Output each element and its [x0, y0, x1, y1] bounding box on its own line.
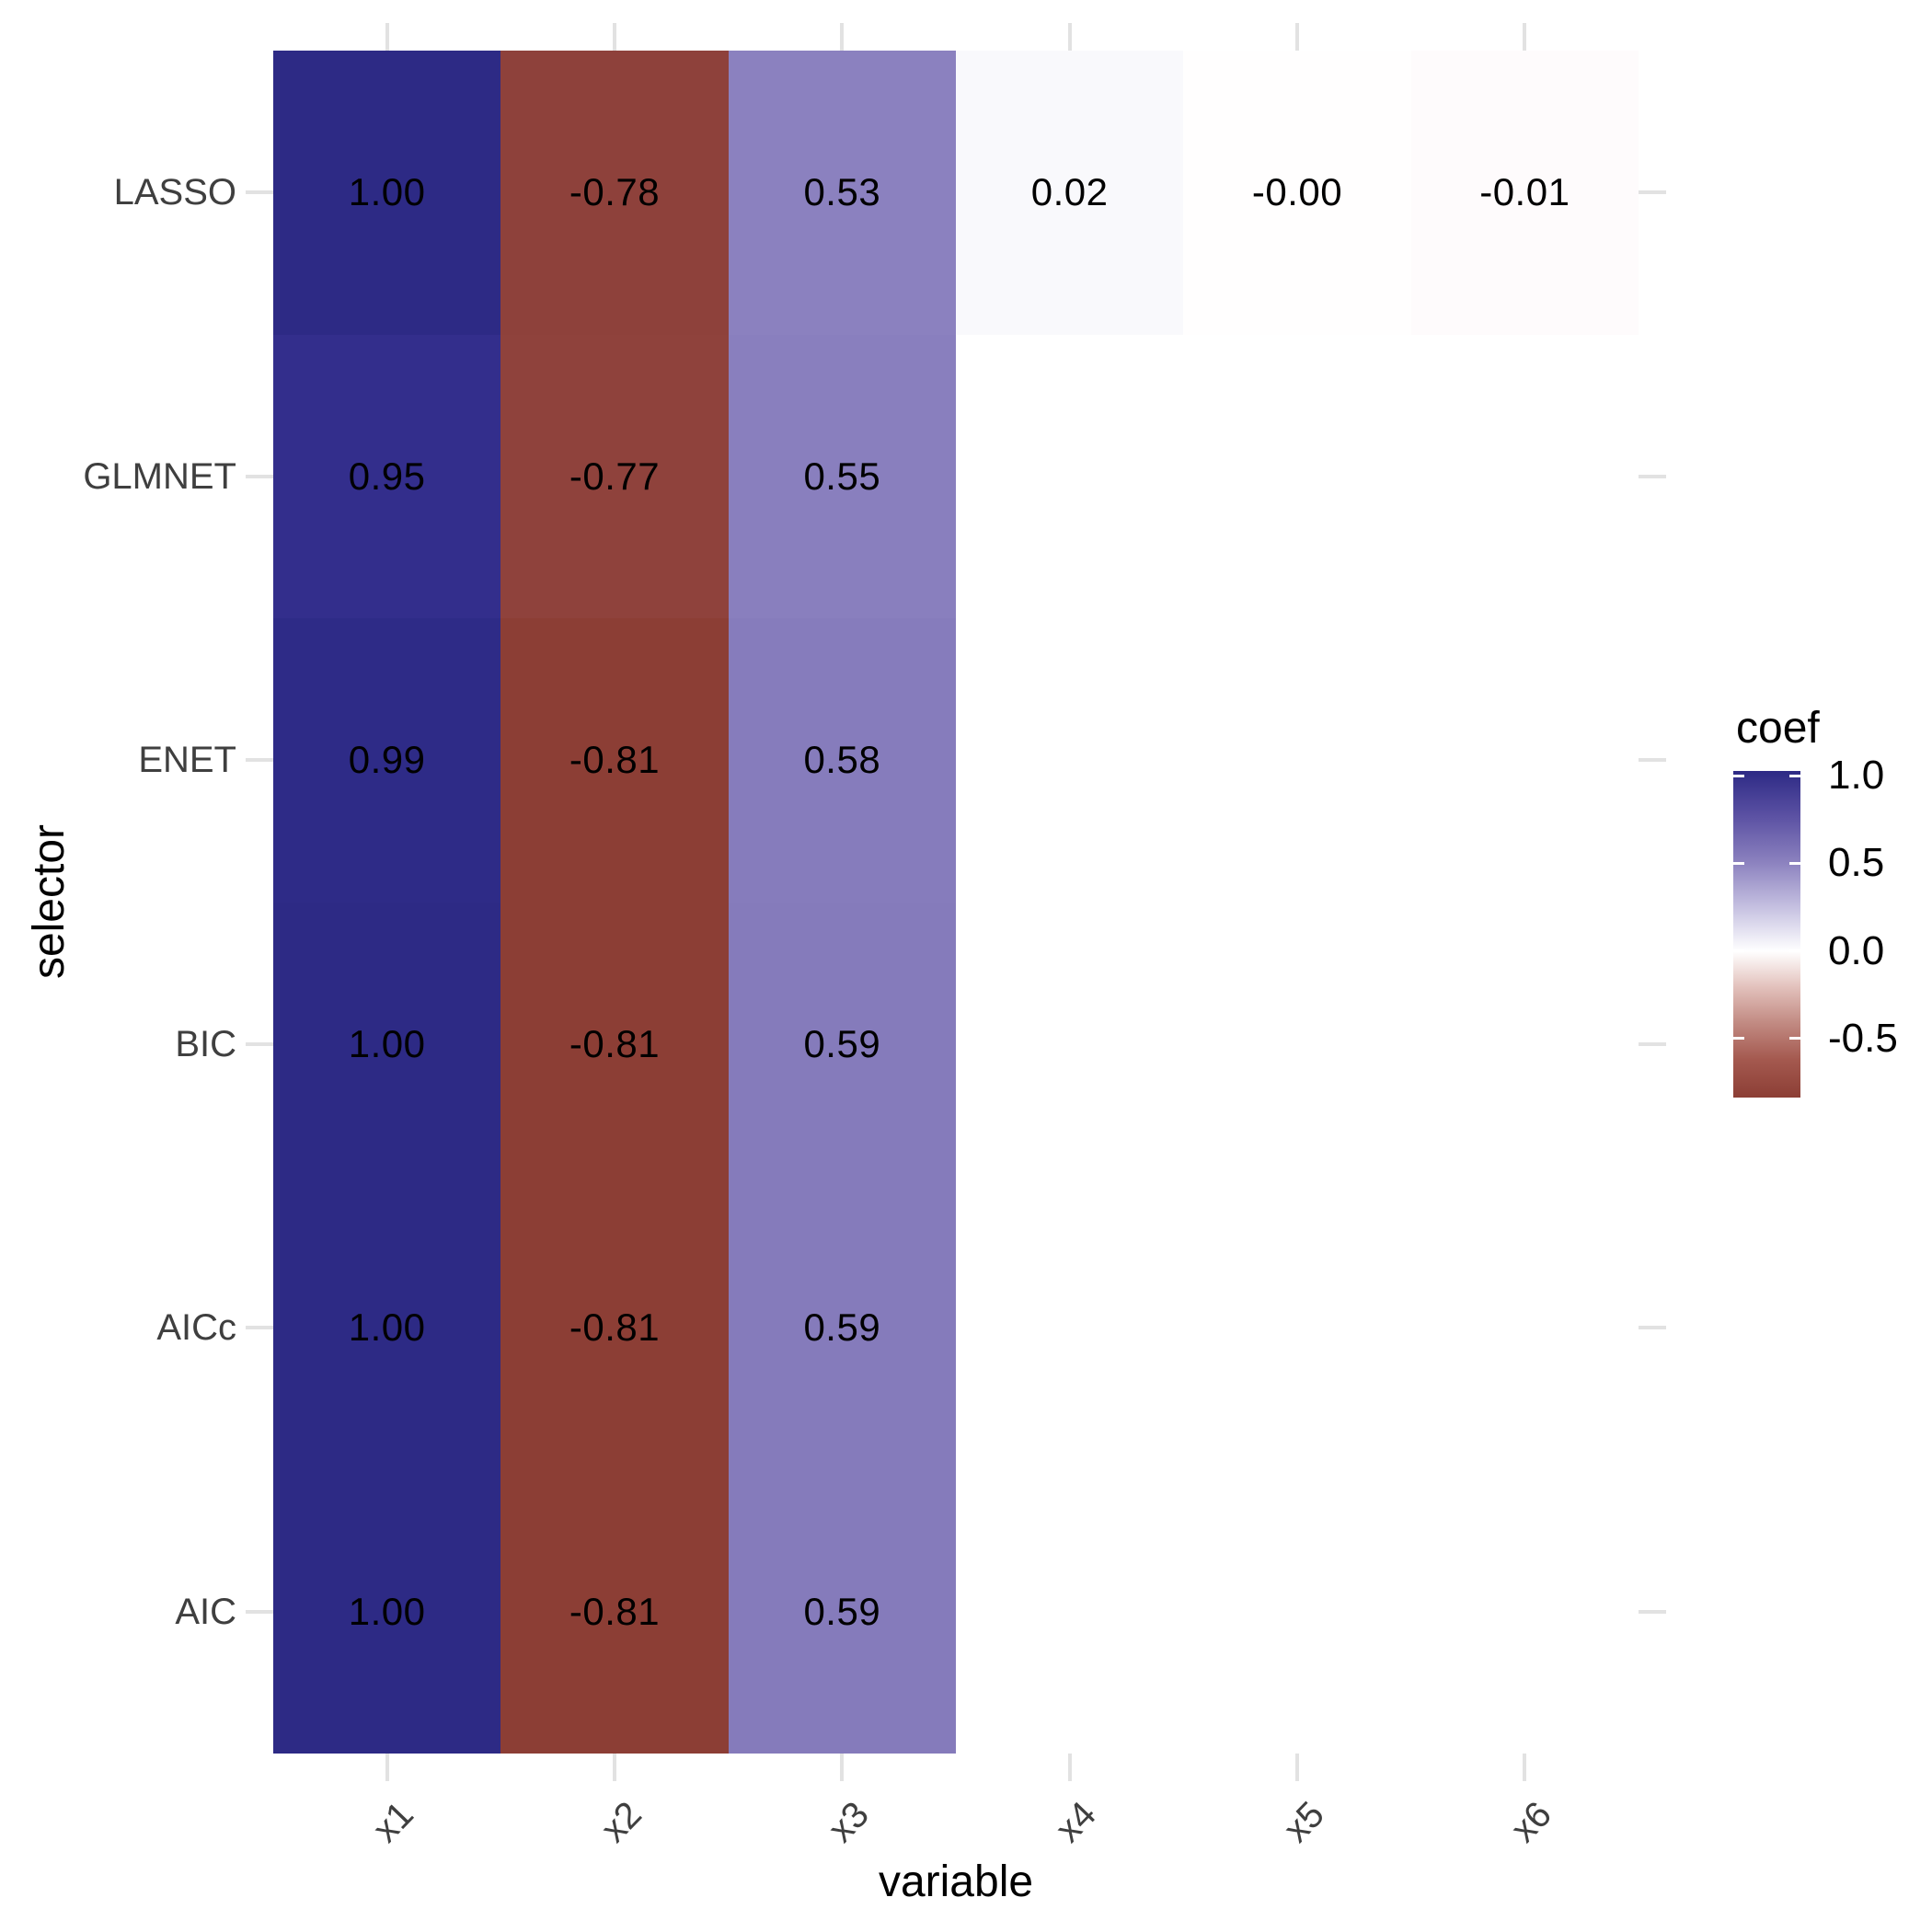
cell-value-label: 0.59: [803, 1589, 881, 1633]
axis-tick: [246, 474, 273, 478]
heatmap-cell: 0.58: [728, 618, 956, 903]
legend-bar-tick: [1733, 774, 1744, 777]
legend-title: coef: [1736, 704, 1820, 753]
x-axis-title: variable: [878, 1857, 1034, 1906]
heatmap-cell: 0.95: [273, 334, 501, 618]
legend-bar-tick: [1789, 861, 1800, 865]
heatmap-cell: 1.00: [273, 1469, 501, 1754]
legend-bar-tick: [1789, 774, 1800, 777]
legend-bar-tick: [1733, 1037, 1744, 1041]
plot-panel: 1.00 -0.78 0.53 0.02 -0.00 -0.01 0.95 -0.77 0.55…: [273, 51, 1639, 1754]
cell-value-label: -0.81: [569, 1021, 661, 1065]
heatmap-cell: -0.78: [500, 51, 729, 335]
axis-tick: [1639, 1041, 1666, 1046]
axis-tick: [840, 23, 845, 51]
cell-value-label: 1.00: [348, 1021, 426, 1065]
legend-bar-tick: [1733, 949, 1744, 953]
axis-tick: [1523, 23, 1527, 51]
axis-tick: [1639, 758, 1666, 763]
axis-tick: [246, 190, 273, 195]
heatmap-cell: -0.81: [500, 618, 729, 903]
cell-value-label: 1.00: [348, 1589, 426, 1633]
cell-value-label: 0.53: [803, 170, 881, 214]
heatmap-cell: 1.00: [273, 902, 501, 1186]
axis-tick: [613, 1754, 616, 1781]
heatmap-cell: 0.55: [728, 334, 956, 618]
heatmap-cell: -0.81: [500, 1186, 729, 1470]
axis-tick: [613, 23, 616, 51]
cell-value-label: 1.00: [348, 1305, 426, 1350]
x-axis-label: x5: [1275, 1794, 1332, 1850]
heatmap-cell: -0.81: [500, 1469, 729, 1754]
y-axis-label: BIC: [175, 1023, 236, 1064]
heatmap-cell: 0.59: [728, 902, 956, 1186]
cell-value-label: 0.58: [803, 738, 881, 782]
x-axis-label: x3: [820, 1794, 877, 1850]
cell-value-label: 0.59: [803, 1021, 881, 1065]
cell-value-label: 0.02: [1030, 170, 1109, 214]
y-axis-label: ENET: [138, 740, 236, 781]
legend: coef 1.0 0.5 0.0 -0.5: [1733, 705, 1932, 1110]
y-axis-label: GLMNET: [83, 455, 236, 497]
axis-tick: [385, 1754, 389, 1781]
axis-tick: [1295, 1754, 1299, 1781]
y-axis-label: LASSO: [113, 172, 236, 213]
x-axis-label: x2: [592, 1794, 650, 1850]
heatmap-cell: -0.00: [1183, 51, 1411, 335]
heatmap-cell: -0.77: [500, 334, 729, 618]
axis-tick: [1295, 23, 1299, 51]
axis-tick: [246, 1041, 273, 1046]
legend-tick-label: -0.5: [1828, 1015, 1898, 1061]
cell-value-label: 0.59: [803, 1305, 881, 1350]
legend-colorbar: [1733, 771, 1800, 1098]
legend-tick-label: 1.0: [1828, 753, 1885, 798]
heatmap-cell: 0.99: [273, 618, 501, 903]
legend-bar-tick: [1789, 1037, 1800, 1041]
axis-tick: [1523, 1754, 1527, 1781]
cell-value-label: -0.81: [569, 738, 661, 782]
heatmap-cell: -0.01: [1410, 51, 1639, 335]
heatmap-cell: 0.59: [728, 1469, 956, 1754]
axis-tick: [1639, 190, 1666, 195]
x-axis-label: x1: [365, 1794, 422, 1850]
heatmap-cell: 0.59: [728, 1186, 956, 1470]
legend-tick-label: 0.0: [1828, 927, 1885, 973]
cell-value-label: 0.55: [803, 454, 881, 498]
axis-tick: [1067, 23, 1072, 51]
heatmap-cell: 0.53: [728, 51, 956, 335]
legend-tick-label: 0.5: [1828, 840, 1885, 886]
axis-tick: [246, 1326, 273, 1330]
axis-tick: [1639, 1326, 1666, 1330]
cell-value-label: -0.78: [569, 170, 661, 214]
y-axis-title: selector: [25, 823, 74, 980]
y-axis-label: AICc: [156, 1307, 236, 1349]
heatmap-cell: 1.00: [273, 1186, 501, 1470]
cell-value-label: 0.99: [348, 738, 426, 782]
cell-value-label: -0.01: [1479, 170, 1570, 214]
legend-bar-tick: [1789, 949, 1800, 953]
y-axis-label: AIC: [175, 1591, 236, 1632]
axis-tick: [246, 1609, 273, 1614]
heatmap-cell: 1.00: [273, 51, 501, 335]
legend-bar-tick: [1733, 861, 1744, 865]
cell-value-label: -0.77: [569, 454, 661, 498]
axis-tick: [1639, 474, 1666, 478]
cell-value-label: 0.95: [348, 454, 426, 498]
axis-tick: [246, 758, 273, 763]
axis-tick: [840, 1754, 845, 1781]
x-axis-label: x6: [1502, 1794, 1559, 1850]
axis-tick: [1067, 1754, 1072, 1781]
axis-tick: [385, 23, 389, 51]
cell-value-label: -0.81: [569, 1305, 661, 1350]
axis-tick: [1639, 1609, 1666, 1614]
x-axis-label: x4: [1048, 1794, 1105, 1850]
cell-value-label: -0.00: [1251, 170, 1343, 214]
cell-value-label: 1.00: [348, 170, 426, 214]
heatmap-cell: 0.02: [956, 51, 1184, 335]
cell-value-label: -0.81: [569, 1589, 661, 1633]
heatmap-cell: -0.81: [500, 902, 729, 1186]
